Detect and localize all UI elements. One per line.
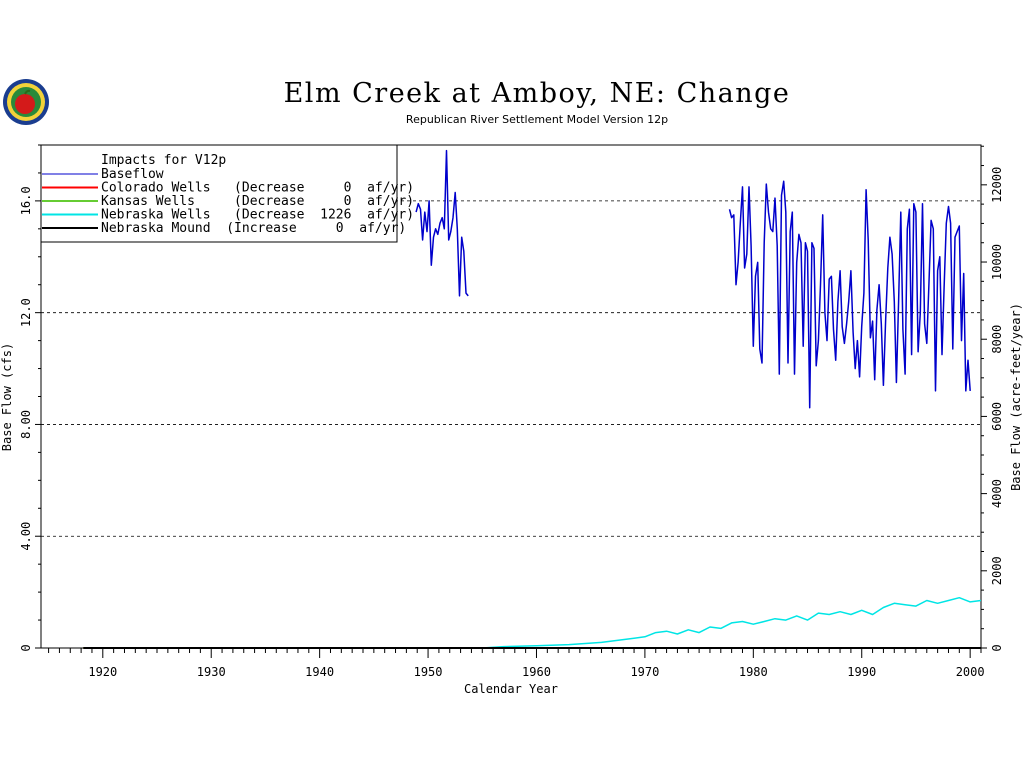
y-tick-label: 4.00 (19, 522, 33, 551)
legend-entry: Baseflow (101, 167, 164, 182)
x-tick-label: 1930 (197, 665, 226, 679)
y-tick-label: 16.0 (19, 186, 33, 215)
x-tick-label: 1980 (739, 665, 768, 679)
y-axis-left: 0 4.00 8.00 12.0 16.0 (19, 144, 41, 652)
series-line (415, 149, 469, 297)
legend-title: Impacts for V12p (101, 153, 226, 168)
y-axis-label: Base Flow (cfs) (0, 343, 14, 451)
y-tick-label: 8.00 (19, 410, 33, 439)
data-series (83, 149, 982, 649)
series-line (83, 596, 982, 649)
y2-tick-label: 6000 (990, 402, 1004, 431)
legend-box (40, 144, 398, 243)
legend-entry: Kansas Wells (Decrease 0 af/yr) (101, 194, 414, 209)
y-tick-label: 12.0 (19, 298, 33, 327)
legend-entry: Colorado Wells (Decrease 0 af/yr) (101, 181, 414, 196)
x-tick-label: 1960 (522, 665, 551, 679)
y-axis-right: 0 2000 4000 6000 8000 10000 12000 (981, 145, 1004, 652)
x-tick-label: 1950 (414, 665, 443, 679)
apple-logo (3, 79, 49, 125)
y2-tick-label: 4000 (990, 479, 1004, 508)
legend-entry: Nebraska Mound (Increase 0 af/yr) (101, 221, 406, 236)
series-line (728, 180, 971, 409)
x-tick-label: 1920 (88, 665, 117, 679)
legend-entry: Nebraska Wells (Decrease 1226 af/yr) (101, 208, 414, 223)
x-axis-label: Calendar Year (464, 682, 558, 696)
y-tick-label: 0 (19, 644, 33, 651)
x-tick-label: 1970 (630, 665, 659, 679)
chart-title: Elm Creek at Amboy, NE: Change (284, 78, 791, 109)
y2-tick-label: 12000 (990, 167, 1004, 203)
x-tick-label: 1990 (847, 665, 876, 679)
x-tick-label: 1940 (305, 665, 334, 679)
grid-lines (41, 200, 981, 537)
y2-tick-label: 8000 (990, 325, 1004, 354)
chart-subtitle: Republican River Settlement Model Versio… (406, 113, 668, 126)
y2-tick-label: 2000 (990, 556, 1004, 585)
x-axis: 1920 1930 1940 1950 1960 1970 1980 1990 2000 (48, 648, 985, 679)
y2-axis-label: Base Flow (acre-feet/year) (1009, 303, 1023, 491)
x-tick-label: 2000 (956, 665, 985, 679)
y2-tick-label: 0 (990, 644, 1004, 651)
y2-tick-label: 10000 (990, 244, 1004, 280)
